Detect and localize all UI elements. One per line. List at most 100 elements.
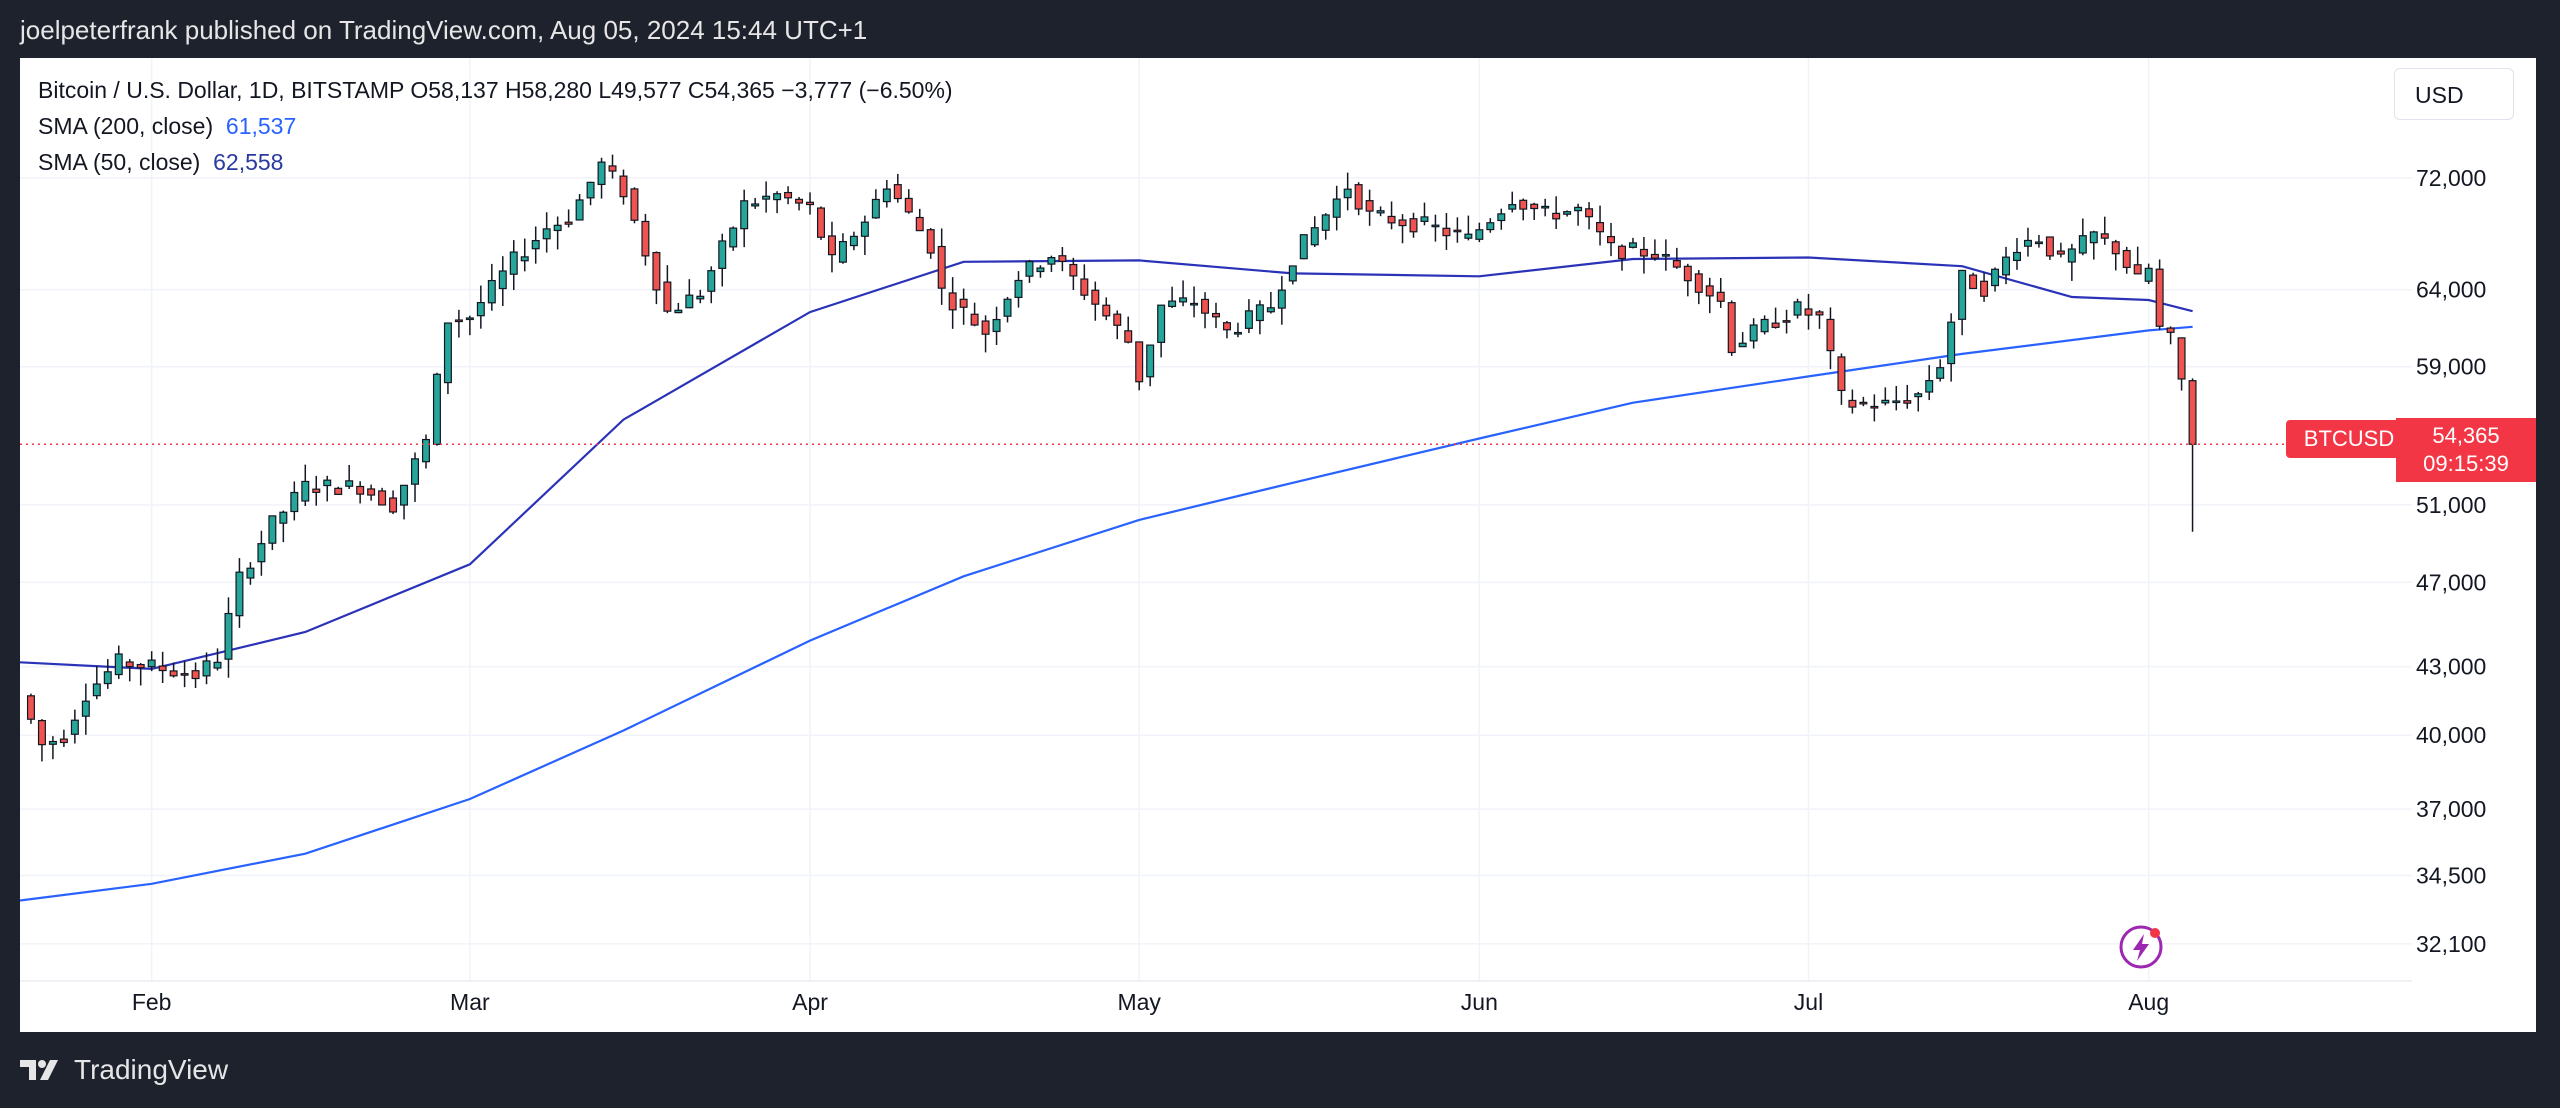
x-tick-label: Feb [132,989,172,1015]
candle [1925,365,1934,401]
candle [915,208,924,232]
x-tick-label: May [1117,989,1161,1015]
candle [597,157,606,199]
grid-lines [20,58,2412,981]
x-tick-label: Apr [792,989,828,1015]
candle [663,265,672,314]
footer-bar: TradingView [0,1032,2560,1108]
candle [1025,259,1034,283]
candle [1530,202,1539,221]
price-axis-bg [2412,58,2536,1032]
candle [1574,203,1583,226]
candle [882,179,891,208]
candle [1552,196,1561,229]
chart-panel[interactable]: 72,000 64,000 59,000 51,000 47,000 43,000 40,0… [20,58,2536,1032]
tradingview-logo[interactable]: TradingView [20,1054,228,1086]
candle [1661,239,1670,271]
candle [125,659,134,682]
candle [1277,276,1286,325]
x-tick-label: Aug [2128,989,2169,1015]
candle [2111,239,2120,271]
candle [411,452,420,502]
last-price-tag: 54,365 09:15:39 [2396,418,2536,482]
candle [147,651,156,672]
candle [2023,227,2032,257]
candle [1650,239,1659,261]
candle [1607,222,1616,257]
sma200-legend[interactable]: SMA (200, close) 61,537 [38,108,953,144]
candle [1310,216,1319,248]
candle [630,187,639,224]
candle [2045,236,2054,260]
y-tick-label: 34,500 [2416,862,2486,888]
candle [1870,394,1879,422]
candles [26,154,2197,762]
y-tick-label: 43,000 [2416,654,2486,680]
candle [520,238,529,272]
candle [1497,208,1506,230]
candle [827,221,836,273]
candle [1892,385,1901,411]
candle [784,186,793,205]
candle [729,226,738,251]
candle [1014,271,1023,308]
candle [1508,191,1517,213]
candle [1628,237,1637,249]
candle [1859,396,1868,407]
candle [323,475,332,502]
candle [1475,222,1484,243]
candle [1266,291,1275,314]
y-tick-label: 51,000 [2416,492,2486,518]
candle [1969,272,1978,290]
candle [740,189,749,248]
candle [2100,216,2109,245]
sma50-label: SMA (50, close) [38,149,201,175]
candle [1727,300,1736,356]
lightning-icon[interactable] [2118,924,2164,970]
candle [1047,255,1056,272]
candle [806,192,815,215]
candle [1486,218,1495,233]
candle [641,213,650,266]
candle [575,194,584,221]
candle [2067,243,2076,281]
candle [871,189,880,219]
time-axis: Feb Mar Apr May Jun Jul Aug [20,980,2412,1015]
candle [685,279,694,309]
sma50-legend[interactable]: SMA (50, close) 62,558 [38,144,953,180]
y-tick-label: 64,000 [2416,277,2486,303]
candle [1376,206,1385,217]
candle [345,464,354,490]
y-tick-label: 37,000 [2416,796,2486,822]
candle [2056,242,2065,258]
candle [1091,281,1100,321]
candle [1903,384,1912,409]
candle [707,266,716,304]
candle [1332,185,1341,231]
y-tick-label: 32,100 [2416,931,2486,957]
candle [1826,307,1835,370]
candle [773,191,782,214]
candle [2133,246,2142,275]
candle [1299,234,1308,260]
candle [202,652,211,685]
candle [652,251,661,305]
candle [1135,341,1144,391]
candle [81,683,90,735]
candle [795,197,804,211]
candle [1771,307,1780,329]
candle [2034,235,2043,248]
candle [1398,214,1407,244]
candle [1541,198,1550,217]
candle [1420,202,1429,226]
candle [169,662,178,678]
currency-button[interactable]: USD [2394,68,2514,120]
candle [26,693,35,724]
candle [1431,214,1440,242]
candle [1563,210,1572,217]
sma50-value: 62,558 [213,149,284,175]
candle [1837,353,1846,405]
candlestick-chart[interactable]: 72,000 64,000 59,000 51,000 47,000 43,000 40,0… [20,58,2536,1032]
candle [1409,212,1418,238]
candle [378,487,387,506]
